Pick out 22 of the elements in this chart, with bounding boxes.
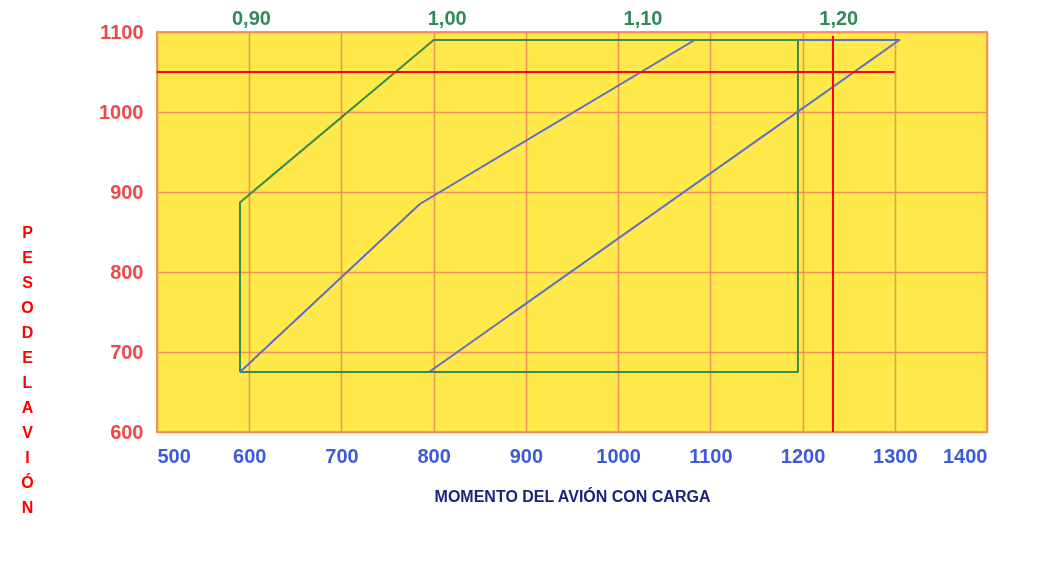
x-tick-label: 600 [233, 444, 267, 467]
x-tick-label: 700 [325, 444, 359, 467]
x2-tick-label: 1,20 [819, 6, 859, 29]
y-tick-label: 700 [110, 340, 144, 363]
x2-tick-label: 0,90 [231, 6, 271, 29]
x-tick-label: 1100 [689, 444, 733, 467]
y-tick-label: 800 [110, 260, 144, 283]
y-tick-label: 1000 [99, 100, 144, 123]
x-tick-label: 800 [417, 444, 451, 467]
text: PESO DEL AVIÓN [21, 223, 34, 516]
x-tick-label: 1000 [596, 444, 641, 467]
x2-tick-label: 1,00 [427, 6, 467, 29]
x-tick-label: 1200 [780, 444, 826, 467]
x-tick-label: 900 [509, 444, 544, 467]
y-tick-label: 900 [110, 180, 144, 203]
x-tick-label: 500 [157, 444, 191, 467]
x-tick-label: 1400 [943, 444, 988, 467]
x2-tick-label: 1,10 [623, 6, 663, 29]
x-axis-title: MOMENTO DEL AVIÓN CON CARGA [434, 486, 711, 505]
y-tick-label: 600 [110, 420, 144, 443]
x-tick-label: 1300 [873, 444, 918, 467]
y-tick-label: 1100 [100, 20, 144, 43]
